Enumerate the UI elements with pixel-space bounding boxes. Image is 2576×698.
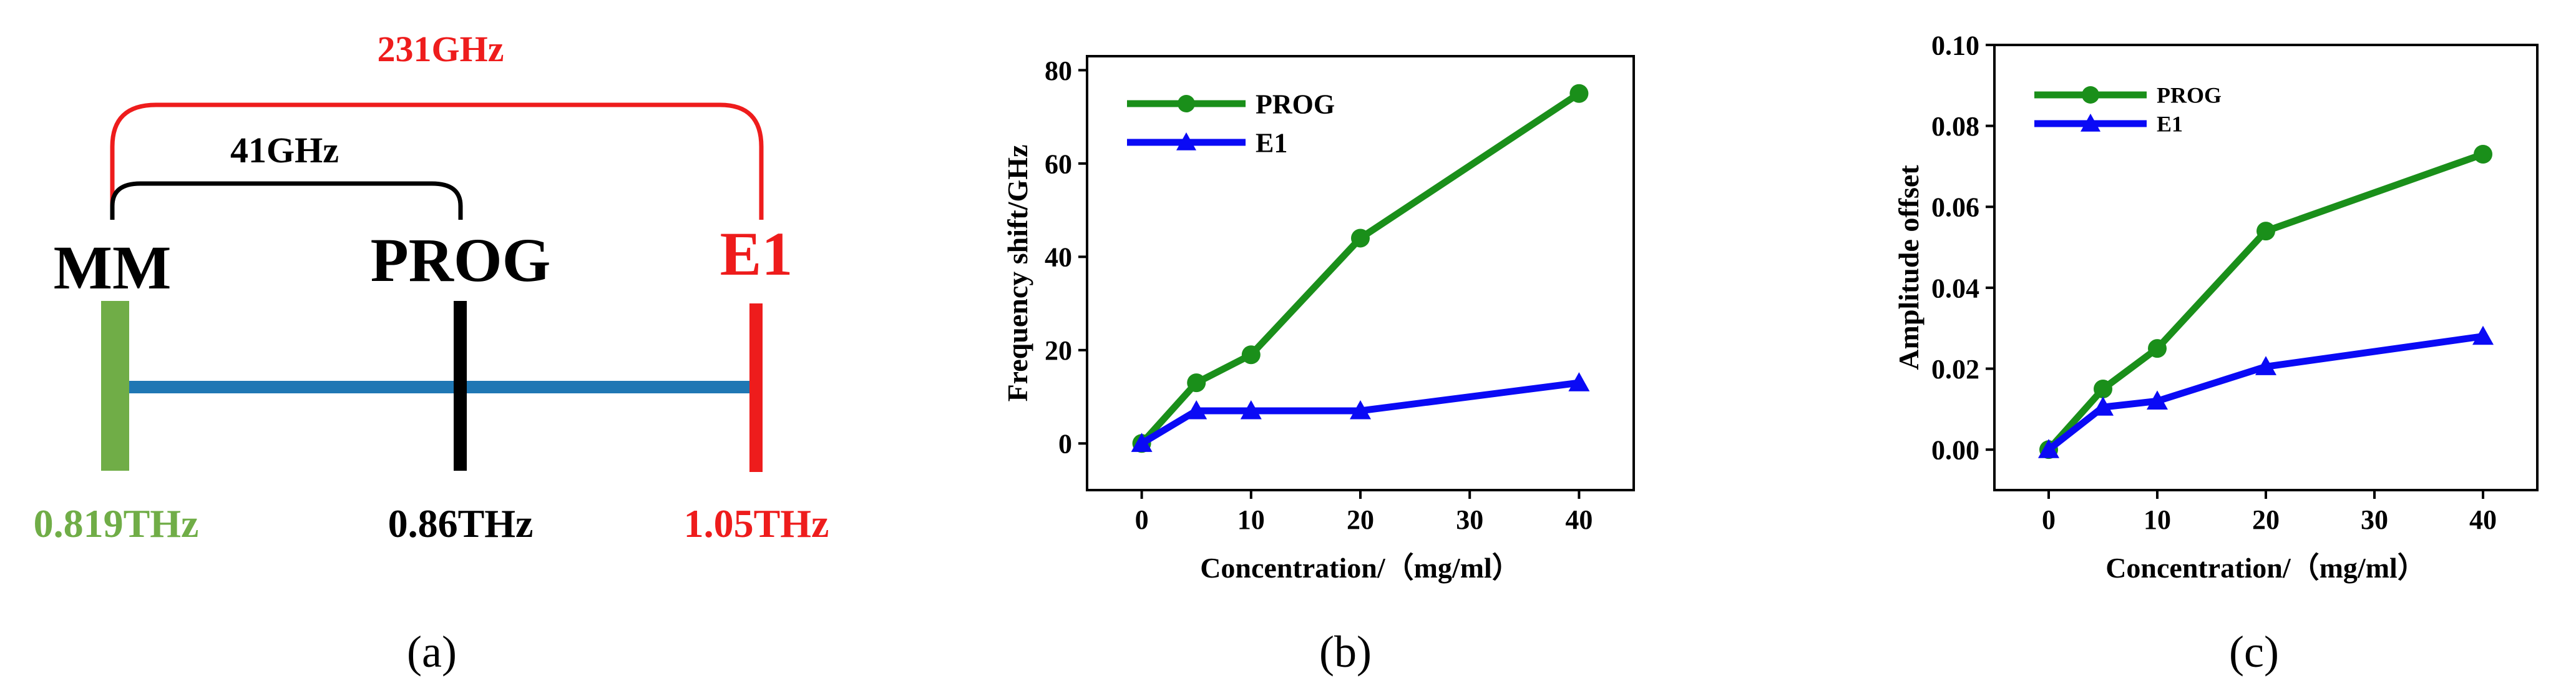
y-tick-label: 0.08	[1931, 111, 1979, 142]
outer-bracket	[110, 102, 764, 220]
data-point-prog	[1241, 345, 1261, 365]
data-point-prog	[2148, 339, 2167, 358]
caption-a: (a)	[407, 627, 457, 677]
data-point-prog	[2474, 145, 2492, 164]
x-tick-label: 40	[2469, 504, 2497, 535]
panel-a: 231GHz 41GHz MM PROG E1 0.819THz 0.86THz…	[34, 29, 829, 677]
x-tick-label: 0	[1135, 504, 1149, 535]
caption-b: (b)	[1319, 627, 1372, 677]
x-tick-label: 0	[2042, 504, 2056, 535]
y-tick-label: 20	[1045, 335, 1072, 366]
y-axis-label: Frequency shift/GHz	[1002, 145, 1033, 402]
caption-c: (c)	[2229, 627, 2279, 677]
y-tick-label: 0.02	[1931, 354, 1979, 385]
x-tick-label: 40	[1565, 504, 1593, 535]
data-point-e1	[2038, 439, 2059, 458]
data-point-e1	[1240, 400, 1262, 420]
mm-marker-bar	[101, 301, 129, 471]
x-tick-label: 20	[1347, 504, 1374, 535]
x-tick-label: 10	[1237, 504, 1265, 535]
x-tick-label: 20	[2252, 504, 2280, 535]
data-point-e1	[1186, 400, 1208, 420]
data-point-e1	[1131, 433, 1153, 452]
e1-frequency-label: 1.05THz	[684, 501, 829, 546]
mm-frequency-label: 0.819THz	[34, 501, 199, 546]
legend-label-prog: PROG	[2157, 83, 2222, 108]
mm-label: MM	[54, 233, 172, 302]
y-tick-label: 0.00	[1931, 435, 1979, 466]
data-point-e1	[1568, 372, 1590, 391]
y-tick-label: 40	[1045, 242, 1072, 273]
x-tick-label: 30	[2361, 504, 2388, 535]
x-tick-label: 30	[1456, 504, 1483, 535]
inner-bracket	[110, 181, 463, 220]
legend-marker-prog	[1178, 95, 1195, 112]
data-point-prog	[1351, 229, 1370, 248]
data-point-e1	[2092, 396, 2114, 416]
data-point-e1	[2255, 356, 2276, 375]
chart-b: 0 10 20 30 40 0 20 40 60 80 Concentration/（mg/ml） F…	[1002, 55, 1635, 584]
prog-frequency-label: 0.86THz	[388, 501, 534, 546]
e1-label: E1	[720, 219, 793, 288]
legend-marker-e1	[1176, 132, 1196, 150]
data-point-prog	[1187, 373, 1206, 393]
data-point-e1	[2472, 325, 2494, 345]
inner-bracket-label: 41GHz	[230, 130, 339, 170]
x-tick-label: 10	[2144, 504, 2171, 535]
y-tick-label: 60	[1045, 149, 1072, 179]
legend-label-e1: E1	[2157, 112, 2183, 137]
outer-bracket-label: 231GHz	[378, 29, 504, 69]
chart-c: 0 10 20 30 40 0.00 0.02 0.04 0.06 0.08 0.10 Concent…	[1893, 30, 2539, 584]
data-point-prog	[2256, 222, 2275, 241]
prog-marker-bar	[454, 301, 467, 471]
e1-marker-bar	[749, 303, 763, 472]
series-line-e1	[2046, 333, 2484, 453]
y-tick-label: 0.06	[1931, 192, 1979, 223]
y-tick-label: 80	[1045, 56, 1072, 86]
data-point-e1	[1350, 400, 1371, 420]
y-tick-label: 0	[1058, 429, 1072, 460]
y-tick-label: 0.04	[1931, 273, 1979, 303]
data-point-prog	[2094, 379, 2112, 398]
x-axis-label: Concentration/（mg/ml）	[1200, 552, 1521, 584]
legend-label-e1: E1	[1256, 127, 1287, 158]
x-axis-label: Concentration/（mg/ml）	[2105, 552, 2426, 584]
prog-label: PROG	[371, 225, 551, 295]
legend-label-prog: PROG	[1256, 89, 1335, 119]
y-tick-label: 0.10	[1931, 30, 1979, 61]
data-point-prog	[1569, 84, 1589, 103]
data-point-e1	[2147, 390, 2168, 410]
legend-marker-e1	[2081, 114, 2100, 132]
y-axis-label: Amplitude offset	[1893, 165, 1925, 370]
legend-marker-prog	[2082, 86, 2099, 104]
